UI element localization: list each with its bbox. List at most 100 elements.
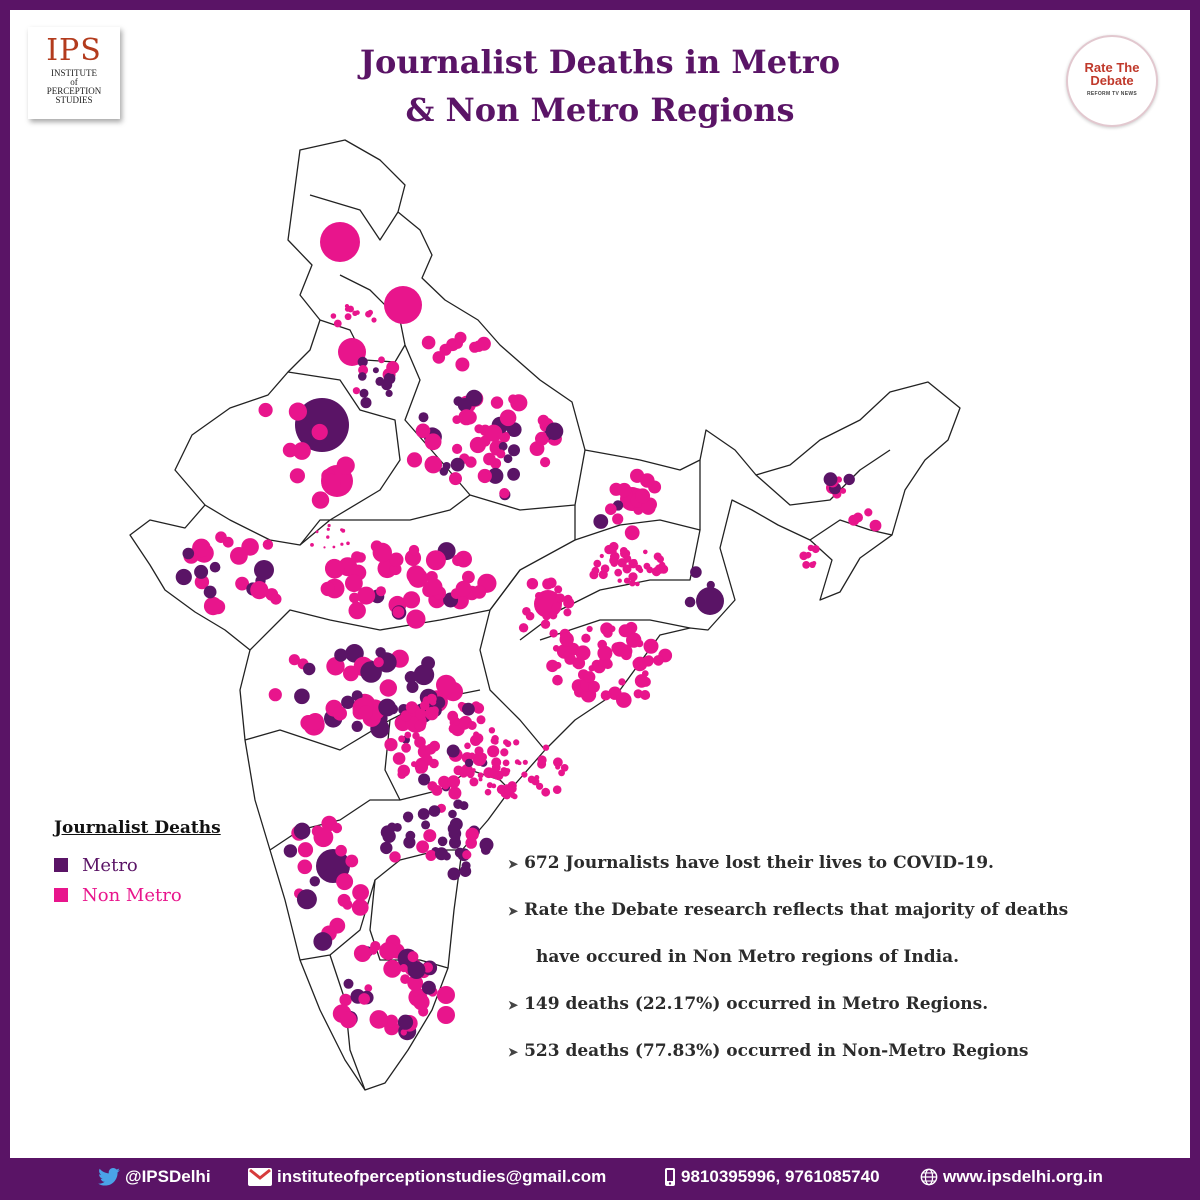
non-metro-death-marker [288, 654, 300, 666]
non-metro-death-marker [452, 554, 464, 567]
non-metro-death-marker [367, 309, 373, 316]
metro-death-marker [203, 585, 217, 599]
non-metro-death-marker [508, 394, 518, 405]
non-metro-death-marker [491, 757, 502, 768]
non-metro-death-marker [563, 650, 570, 658]
non-metro-death-marker [436, 674, 457, 696]
non-metro-death-marker [811, 545, 820, 554]
metro-death-marker [403, 813, 413, 823]
rtd-logo-line: Rate The [1084, 60, 1140, 75]
fact-item: ➤ 672 Journalists have lost their lives t… [508, 853, 994, 873]
metro-death-marker [381, 379, 393, 391]
non-metro-death-marker [635, 564, 642, 572]
non-metro-death-marker [415, 708, 427, 720]
non-metro-death-marker [392, 752, 406, 765]
metro-death-marker [421, 656, 435, 670]
non-metro-death-marker [552, 785, 562, 794]
non-metro-death-marker [326, 657, 345, 676]
non-metro-death-marker [478, 777, 483, 782]
phone-numbers: 9810395996, 9761085740 [681, 1167, 880, 1186]
non-metro-death-marker [313, 827, 334, 848]
non-metro-death-marker [333, 319, 342, 328]
non-metro-death-marker [379, 679, 397, 697]
non-metro-death-marker [331, 822, 343, 834]
non-metro-death-marker [344, 304, 350, 309]
non-metro-death-marker [425, 550, 446, 571]
non-metro-death-marker [605, 503, 617, 515]
non-metro-death-marker [552, 674, 563, 686]
email-address: instituteofperceptionstudies@gmail.com [277, 1167, 607, 1186]
twitter-handle: @IPSDelhi [125, 1167, 211, 1186]
non-metro-death-marker [406, 609, 426, 629]
non-metro-death-marker [467, 721, 477, 730]
fact-item: ➤ Rate the Debate research reflects that … [508, 900, 1069, 920]
non-metro-death-marker [385, 1014, 398, 1028]
non-metro-death-marker [454, 331, 467, 344]
non-metro-death-marker [620, 649, 632, 661]
legend-title: Journalist Deaths [54, 818, 221, 838]
non-metro-death-marker [632, 658, 642, 668]
non-metro-death-marker [469, 777, 479, 787]
ips-logo: IPS INSTITUTE of PERCEPTION STUDIES [28, 27, 120, 119]
non-metro-death-marker [635, 488, 651, 504]
non-metro-death-marker [406, 452, 423, 468]
non-metro-death-marker [203, 596, 223, 616]
non-metro-death-marker [840, 487, 847, 494]
metro-death-marker [296, 889, 317, 910]
non-metro-death-marker [321, 473, 341, 494]
metro-death-marker [405, 830, 416, 841]
non-metro-death-marker [455, 357, 470, 372]
non-metro-death-marker [483, 452, 496, 466]
metro-death-marker [452, 833, 461, 842]
non-metro-death-marker [415, 423, 431, 439]
state-border [204, 371, 401, 546]
non-metro-death-marker [537, 755, 547, 765]
non-metro-death-marker [293, 442, 311, 460]
non-metro-death-marker [358, 993, 371, 1005]
metro-death-marker [684, 596, 696, 608]
non-metro-death-marker [624, 525, 640, 541]
non-metro-death-marker [622, 564, 632, 574]
non-metro-death-marker [357, 586, 376, 605]
metro-death-marker [462, 702, 475, 716]
metro-death-marker [182, 547, 195, 560]
non-metro-death-marker [424, 433, 442, 451]
non-metro-death-marker [541, 787, 551, 797]
non-metro-death-marker [383, 959, 402, 978]
footer-twitter[interactable]: @IPSDelhi [98, 1167, 211, 1187]
non-metro-death-marker [438, 775, 451, 788]
non-metro-death-marker [618, 624, 632, 638]
arrow-icon: ➤ [508, 857, 519, 871]
non-metro-death-marker [542, 744, 550, 751]
metro-death-marker [358, 372, 367, 381]
metro-death-marker [380, 841, 393, 855]
non-metro-death-marker [502, 759, 510, 767]
non-metro-death-marker [358, 705, 373, 720]
non-metro-death-marker [339, 993, 352, 1007]
non-metro-death-marker [549, 611, 558, 620]
title-line-2: & Non Metro Regions [405, 91, 795, 129]
non-metro-death-marker [414, 720, 426, 732]
metro-death-marker [447, 867, 461, 881]
non-metro-death-marker [537, 414, 550, 427]
non-metro-death-marker [398, 735, 406, 743]
non-metro-death-marker [465, 456, 477, 468]
non-metro-death-marker [371, 317, 377, 323]
non-metro-death-marker [592, 662, 599, 669]
non-metro-death-marker [327, 523, 331, 528]
metro-death-marker [351, 720, 363, 733]
footer-phone[interactable]: 9810395996, 9761085740 [664, 1167, 880, 1187]
non-metro-death-marker [534, 775, 540, 780]
non-metro-death-marker [614, 568, 623, 577]
footer-email[interactable]: instituteofperceptionstudies@gmail.com [248, 1167, 606, 1187]
footer-website[interactable]: www.ipsdelhi.org.in [920, 1167, 1103, 1187]
metro-death-marker [421, 980, 436, 995]
non-metro-death-marker [586, 625, 593, 633]
non-metro-death-marker [347, 305, 354, 313]
metro-death-marker [442, 462, 451, 470]
fact-item: ➤ 149 deaths (22.17%) occurred in Metro R… [508, 994, 989, 1014]
non-metro-death-marker [653, 655, 664, 666]
rate-the-debate-logo: Rate The Debate REFORM TV NEWS [1066, 35, 1158, 127]
non-metro-death-marker [323, 546, 326, 549]
non-metro-death-marker [464, 742, 471, 750]
